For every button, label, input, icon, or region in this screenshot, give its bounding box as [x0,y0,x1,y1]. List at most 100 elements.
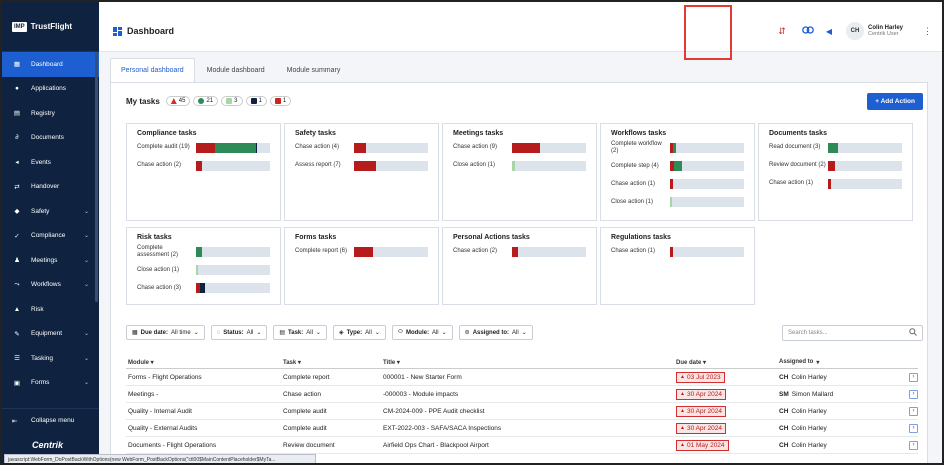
task-count-pill[interactable]: 1 [269,96,292,106]
tile-row[interactable]: Complete workflow (2) [611,141,744,155]
search-input[interactable]: Search tasks... [782,325,923,341]
tile-row[interactable]: Chase action (2) [453,245,586,259]
progress-bar[interactable] [828,143,902,153]
progress-bar[interactable] [196,283,270,294]
tile-row[interactable]: Close action (1) [137,263,270,277]
progress-bar[interactable] [196,161,270,171]
progress-bar[interactable] [670,247,744,257]
table-row[interactable]: Meetings - Chase action -000003 - Module i… [126,386,918,403]
table-row[interactable]: Quality - Internal Audit Complete audit CM… [126,403,918,420]
progress-bar[interactable] [354,161,428,171]
tab-module-dashboard[interactable]: Module dashboard [206,66,265,74]
brand-logo[interactable]: IMP TrustFlight [2,2,99,52]
open-row-icon[interactable]: › [909,389,918,399]
tile-row[interactable]: Assess report (7) [295,159,428,173]
square-status-icon [274,98,281,104]
sidebar-item-workflows[interactable]: ⤳ Workflows ⌄ [2,273,99,298]
sidebar-item-compliance[interactable]: ✓ Compliance ⌄ [2,224,99,249]
progress-bar[interactable] [512,247,586,257]
tile-row[interactable]: Chase action (3) [137,281,270,295]
column-header[interactable]: Assigned to ▾ [779,359,891,366]
tab-personal-dashboard[interactable]: Personal dashboard [110,58,195,82]
add-action-button[interactable]: + Add Action [867,93,923,110]
filter-type[interactable]: ◈ Type: All ⌄ [332,325,386,340]
progress-bar[interactable] [828,161,902,171]
sidebar-item-handover[interactable]: ⇄ Handover [2,175,99,200]
sidebar-item-equipment[interactable]: ✎ Equipment ⌄ [2,322,99,347]
filter-task[interactable]: ▤ Task: All ⌄ [273,325,327,340]
tile-row[interactable]: Close action (1) [453,159,586,173]
tile-row[interactable]: Chase action (1) [611,245,744,259]
column-header[interactable]: Title ▾ [383,359,676,366]
overdue-badge: ▲ 01 May 2024 [676,439,729,451]
open-row-icon[interactable]: › [909,423,918,433]
collapse-panel-icon[interactable]: ◀ [825,26,832,36]
main-content: Personal dashboard Module dashboard Module… [110,54,928,463]
sidebar-item-meetings[interactable]: ♟ Meetings ⌄ [2,248,99,273]
table-row[interactable]: Forms - Flight Operations Complete report… [126,369,918,386]
table-row[interactable]: Documents - Flight Operations Review docu… [126,437,918,454]
sidebar-item-registry[interactable]: ▤ Registry [2,101,99,126]
tile-row[interactable]: Complete audit (19) [137,141,270,155]
collapse-menu-button[interactable]: ⇤ Collapse menu [2,408,99,432]
sidebar-item-dashboard[interactable]: ▦ Dashboard [2,52,99,77]
tile-row[interactable]: Review document (2) [769,159,902,173]
due-date-text: 30 Apr 2024 [686,407,723,415]
task-count-pill[interactable]: 3 [221,96,243,106]
filter-due-date[interactable]: ▦ Due date: All time ⌄ [126,325,205,340]
column-header[interactable]: Module ▾ [126,359,283,366]
progress-bar[interactable] [512,143,586,153]
tile-row[interactable]: Close action (1) [611,195,744,209]
tile-row[interactable]: Chase action (1) [769,177,902,191]
tile-row-label: Chase action (4) [295,144,340,151]
sidebar-item-forms[interactable]: ▣ Forms ⌄ [2,371,99,396]
task-tile-safety-tasks: Safety tasks Chase action (4) Assess repor… [284,123,439,221]
tile-row[interactable]: Chase action (2) [137,159,270,173]
tab-module-summary[interactable]: Module summary [286,66,341,74]
filter-module[interactable]: ⬭ Module: All ⌄ [391,325,453,340]
progress-bar[interactable] [670,179,744,190]
task-count-pill[interactable]: 21 [193,96,219,106]
open-row-icon[interactable]: › [909,440,918,450]
progress-bar[interactable] [196,143,270,153]
progress-bar[interactable] [670,143,744,154]
sidebar-item-tasking[interactable]: ☰ Tasking ⌄ [2,346,99,371]
task-count-pill[interactable]: 45 [165,96,191,106]
sidebar-item-label: Meetings [31,256,58,264]
progress-bar[interactable] [196,247,270,258]
user-menu[interactable]: CH Colin Harley Centrik User ⋮ [845,22,932,40]
column-header[interactable]: Due date ▾ [676,359,779,366]
open-row-icon[interactable]: › [909,372,918,382]
tile-row[interactable]: Chase action (4) [295,141,428,155]
sidebar-item-events[interactable]: ◂ Events [2,150,99,175]
progress-bar[interactable] [828,179,902,189]
sidebar-item-applications[interactable]: ● Applications [2,77,99,102]
tile-row[interactable]: Complete report (6) [295,245,428,259]
filter-status[interactable]: ◌ Status: All ⌄ [210,325,268,340]
task-count-pill[interactable]: 1 [245,96,267,106]
sidebar-item-risk[interactable]: ▲ Risk [2,297,99,322]
sidebar-item-safety[interactable]: ◆ Safety ⌄ [2,199,99,224]
tile-row[interactable]: Complete step (4) [611,159,744,173]
link-icon[interactable] [801,26,814,36]
column-header[interactable]: Task ▾ [283,359,383,366]
open-row-icon[interactable]: › [909,406,918,416]
table-row[interactable]: Quality - External Audits Complete audit E… [126,420,918,437]
progress-bar[interactable] [512,161,586,171]
sidebar-scrollbar[interactable] [95,52,98,302]
kebab-menu-icon[interactable]: ⋮ [923,25,932,36]
tile-row[interactable]: Chase action (9) [453,141,586,155]
progress-bar[interactable] [670,197,744,208]
tile-row[interactable]: Chase action (1) [611,177,744,191]
progress-bar[interactable] [354,247,428,257]
cell-title: 000001 - New Starter Form [383,373,462,381]
tile-row[interactable]: Complete assessment (2) [137,245,270,259]
progress-bar[interactable] [354,143,428,153]
progress-bar[interactable] [196,265,270,276]
sidebar-item-documents[interactable]: ∂ Documents [2,126,99,151]
adjust-icon[interactable]: ⇵ [778,25,786,36]
tile-row[interactable]: Read document (3) [769,141,902,155]
progress-bar[interactable] [670,161,744,172]
my-tasks-label: My tasks [126,96,160,106]
filter-assigned-to[interactable]: ⊜ Assigned to: All ⌄ [458,325,533,340]
